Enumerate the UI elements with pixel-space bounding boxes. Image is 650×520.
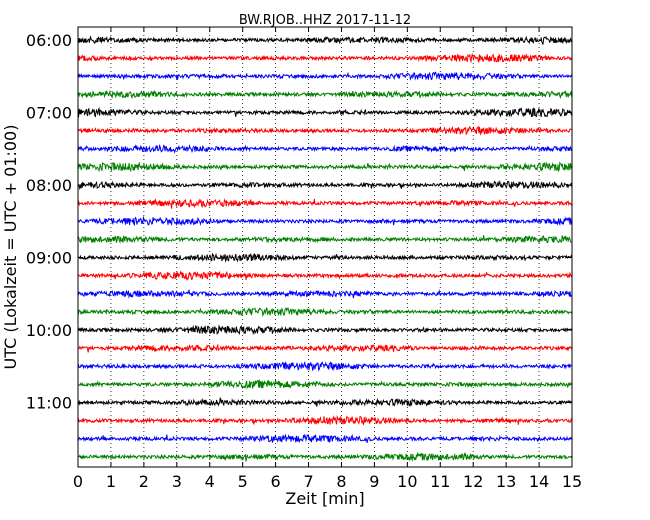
trace-row-15 (77, 307, 572, 318)
trace-row-19 (77, 378, 573, 390)
plot-frame (77, 26, 573, 468)
trace-row-16 (77, 324, 573, 336)
vertical-grid (110, 27, 540, 467)
x-tick-label-11: 11 (430, 472, 450, 491)
x-tick-label-8: 8 (336, 472, 346, 491)
trace-row-23 (77, 451, 573, 463)
x-tick-label-5: 5 (238, 472, 248, 491)
x-tick-label-1: 1 (106, 472, 116, 491)
trace-row-3 (77, 89, 573, 100)
y-axis-label: UTC (Lokalzeit = UTC + 01:00) (1, 125, 20, 370)
x-tick-label-3: 3 (172, 472, 182, 491)
trace-row-1 (77, 52, 573, 64)
x-axis-ticks: 0 1 2 3 4 5 6 7 8 9 10 11 12 13 14 15 (73, 27, 582, 491)
x-axis-label: Zeit [min] (285, 489, 364, 508)
trace-row-0 (77, 35, 573, 45)
trace-row-13 (77, 270, 573, 281)
y-axis-ticks: 06:00 07:00 08:00 09:00 10:00 11:00 (26, 31, 572, 413)
y-tick-label-0: 06:00 (26, 31, 72, 50)
trace-row-9 (77, 198, 573, 209)
trace-row-7 (77, 161, 573, 173)
y-tick-label-1: 07:00 (26, 104, 72, 123)
trace-row-5 (77, 125, 572, 136)
trace-row-11 (77, 234, 572, 244)
trace-row-14 (77, 289, 573, 299)
x-tick-label-6: 6 (271, 472, 281, 491)
y-tick-label-2: 08:00 (26, 176, 72, 195)
x-tick-label-14: 14 (529, 472, 549, 491)
trace-row-8 (77, 179, 573, 191)
chart-title: BW.RJOB..HHZ 2017-11-12 (239, 13, 411, 28)
trace-row-6 (77, 143, 573, 154)
y-tick-label-5: 11:00 (26, 394, 72, 413)
trace-row-17 (77, 343, 573, 353)
x-tick-label-10: 10 (397, 472, 417, 491)
x-tick-label-4: 4 (205, 472, 215, 491)
trace-row-12 (77, 252, 573, 263)
trace-row-20 (77, 397, 572, 408)
x-tick-label-0: 0 (73, 472, 83, 491)
trace-row-4 (77, 106, 573, 118)
x-tick-label-2: 2 (139, 472, 149, 491)
x-tick-label-9: 9 (369, 472, 379, 491)
x-tick-label-15: 15 (562, 472, 582, 491)
x-tick-label-12: 12 (463, 472, 483, 491)
y-tick-label-4: 10:00 (26, 321, 72, 340)
trace-row-21 (77, 414, 573, 426)
x-tick-label-7: 7 (303, 472, 313, 491)
trace-row-18 (77, 360, 572, 372)
trace-row-10 (77, 215, 573, 227)
y-tick-label-3: 09:00 (26, 249, 72, 268)
seismogram-traces (77, 35, 573, 463)
trace-row-22 (77, 433, 573, 443)
x-tick-label-13: 13 (496, 472, 516, 491)
trace-row-2 (77, 71, 573, 81)
